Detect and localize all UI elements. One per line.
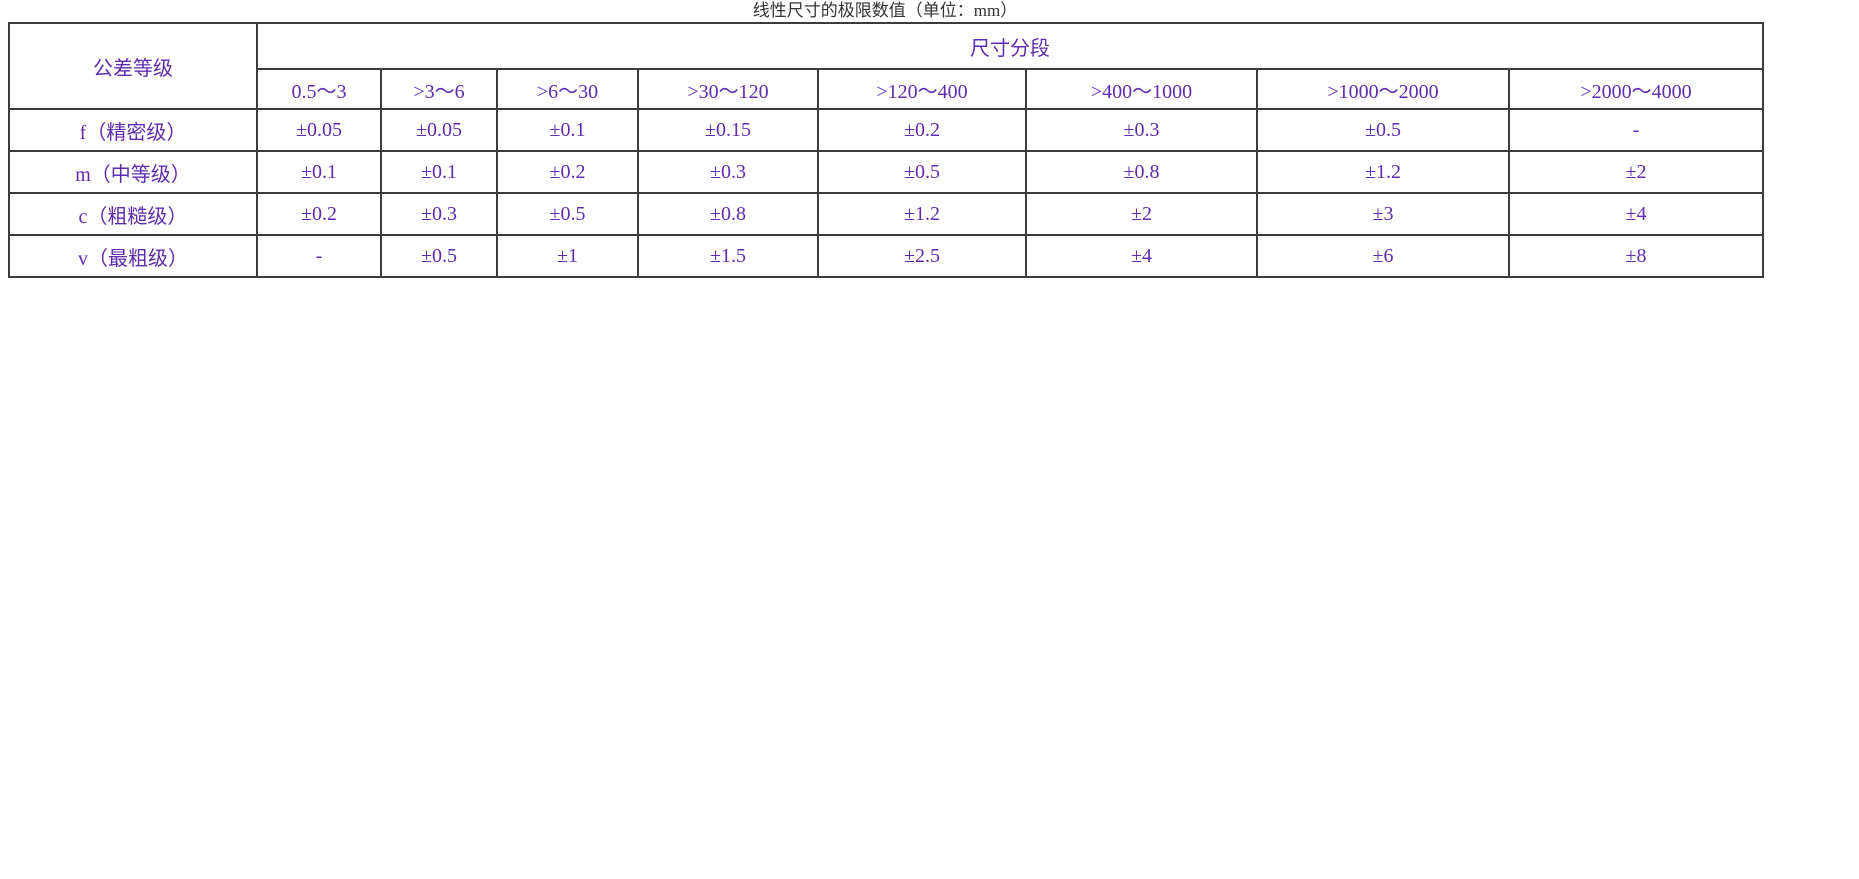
cell: ±0.2 <box>496 150 639 194</box>
cell: ±0.8 <box>637 192 819 236</box>
cell: ±2.5 <box>817 234 1027 278</box>
corner-header: 公差等级 <box>8 22 258 110</box>
table-row: c（粗糙级） ±0.2 ±0.3 ±0.5 ±0.8 ±1.2 ±2 ±3 ±4 <box>8 192 1764 236</box>
row-label: f（精密级） <box>8 108 258 152</box>
table-row: f（精密级） ±0.05 ±0.05 ±0.1 ±0.15 ±0.2 ±0.3 … <box>8 108 1764 152</box>
table-row: m（中等级） ±0.1 ±0.1 ±0.2 ±0.3 ±0.5 ±0.8 ±1.… <box>8 150 1764 194</box>
cell: ±0.05 <box>256 108 382 152</box>
cell: ±0.2 <box>817 108 1027 152</box>
cell: ±0.8 <box>1025 150 1258 194</box>
cell: ±0.1 <box>380 150 498 194</box>
cell: ±1.5 <box>637 234 819 278</box>
table-title: 线性尺寸的极限数值（单位：mm） <box>752 1 1018 20</box>
cell: ±0.05 <box>380 108 498 152</box>
group-header-row: 公差等级 尺寸分段 <box>8 22 1764 110</box>
table-row: v（最粗级） - ±0.5 ±1 ±1.5 ±2.5 ±4 ±6 ±8 <box>8 234 1764 278</box>
cell: ±1.2 <box>817 192 1027 236</box>
row-label: m（中等级） <box>8 150 258 194</box>
cell: ±0.3 <box>380 192 498 236</box>
cell: ±0.1 <box>256 150 382 194</box>
cell: ±2 <box>1025 192 1258 236</box>
cell: ±0.5 <box>496 192 639 236</box>
cell: ±1 <box>496 234 639 278</box>
cell: ±0.5 <box>817 150 1027 194</box>
cell: ±0.5 <box>380 234 498 278</box>
cell: ±1.2 <box>1256 150 1510 194</box>
cell: - <box>256 234 382 278</box>
column-header: >2000～4000 <box>1508 68 1764 110</box>
column-header: >6～30 <box>496 68 639 110</box>
column-header-row: 0.5～3 >3～6 >6～30 >30～120 >120～400 >400～1… <box>9 68 1764 110</box>
document: 线性尺寸的极限数值（单位：mm） 公差等级 尺寸分段 0.5～3 >3～6 <box>8 1 1764 278</box>
column-header: >30～120 <box>637 68 819 110</box>
cell: ±4 <box>1025 234 1258 278</box>
cell: ±0.5 <box>1256 108 1510 152</box>
cell: ±0.15 <box>637 108 819 152</box>
cell: ±0.3 <box>637 150 819 194</box>
group-header: 尺寸分段 <box>256 22 1764 70</box>
column-header: >400～1000 <box>1025 68 1258 110</box>
column-header: 0.5～3 <box>256 68 382 110</box>
cell: ±0.2 <box>256 192 382 236</box>
column-header: >3～6 <box>380 68 498 110</box>
cell: ±4 <box>1508 192 1764 236</box>
column-header: >1000～2000 <box>1256 68 1510 110</box>
cell: - <box>1508 108 1764 152</box>
cell: ±3 <box>1256 192 1510 236</box>
cell: ±0.1 <box>496 108 639 152</box>
cell: ±8 <box>1508 234 1764 278</box>
cell: ±6 <box>1256 234 1510 278</box>
tolerance-table: 公差等级 尺寸分段 0.5～3 >3～6 >6～30 >30～120 >120～… <box>8 22 1764 278</box>
row-label: v（最粗级） <box>8 234 258 278</box>
cell: ±2 <box>1508 150 1764 194</box>
row-label: c（粗糙级） <box>8 192 258 236</box>
column-header: >120～400 <box>817 68 1027 110</box>
cell: ±0.3 <box>1025 108 1258 152</box>
